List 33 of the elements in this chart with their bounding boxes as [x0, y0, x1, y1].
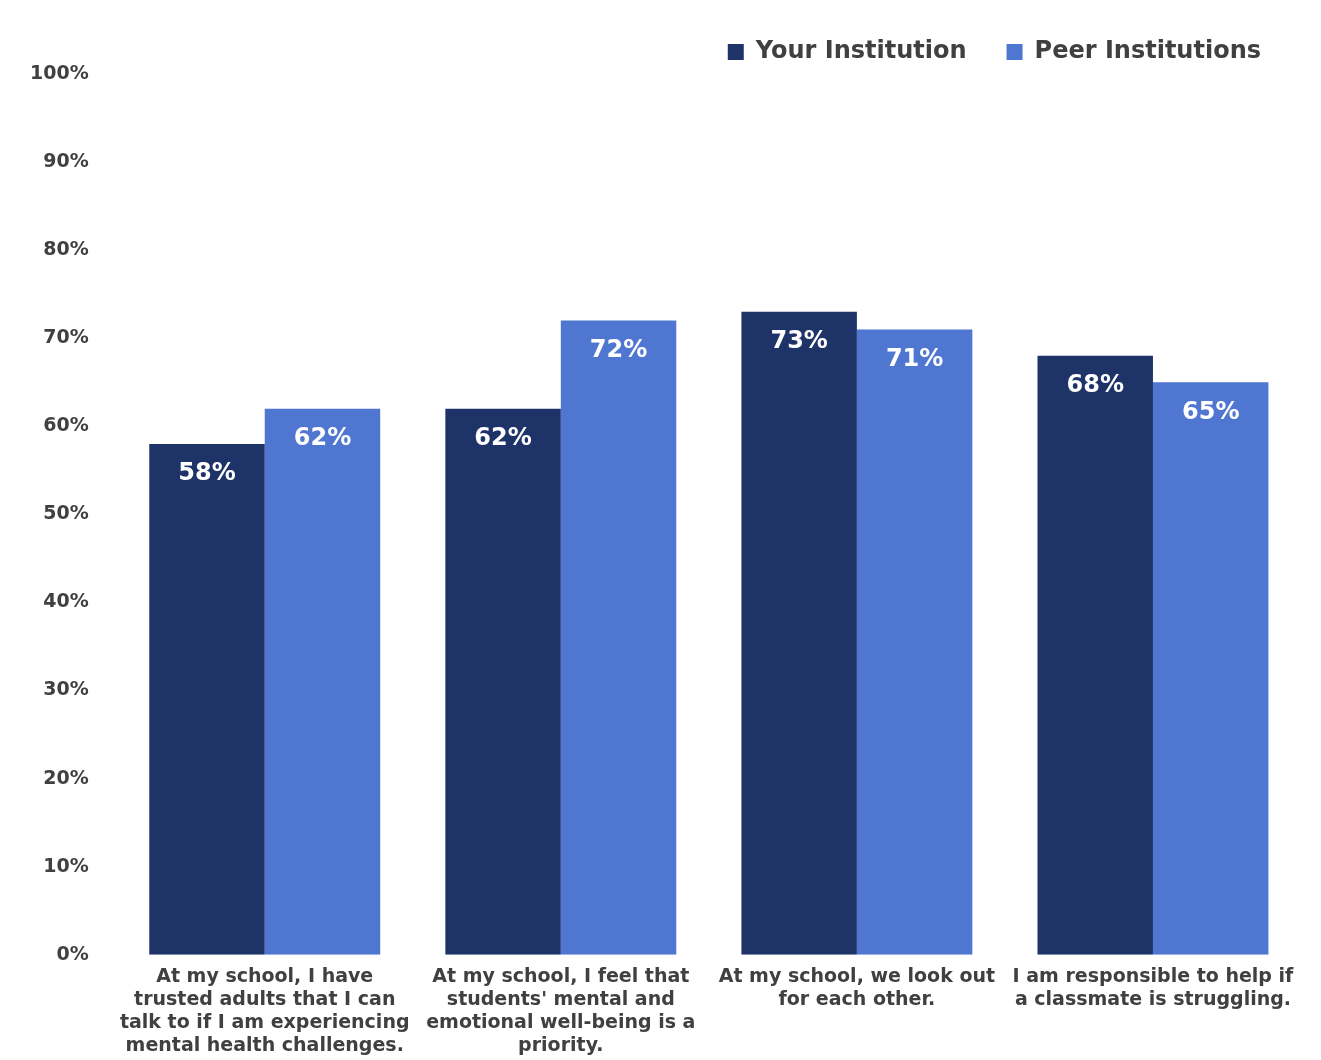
y-tick-label: 100% [29, 60, 89, 83]
y-tick-label: 20% [43, 765, 89, 788]
y-tick-label: 60% [43, 413, 89, 436]
bar [856, 329, 973, 955]
bar [1152, 382, 1269, 955]
bar [560, 320, 677, 955]
x-tick-label: I am responsible to help if a classmate is struggling. [1012, 964, 1295, 1009]
y-tick-label: 50% [43, 501, 89, 524]
data-label: 71% [885, 343, 944, 372]
data-label: 65% [1181, 396, 1240, 425]
legend-label: Peer Institutions [1034, 36, 1261, 65]
y-tick-label: 30% [43, 677, 89, 700]
legend-label: Your Institution [754, 36, 967, 65]
bar [741, 311, 857, 955]
x-tick-label: At my school, I have trusted adults that I can talk to if I am experiencing mental health challenges. [119, 964, 410, 1055]
x-tick-label: At my school, we look out for each other. [718, 964, 996, 1009]
bar [149, 443, 265, 955]
bar [1037, 355, 1153, 955]
y-tick-label: 0% [56, 941, 89, 964]
x-tick-label: At my school, I feel that students' mental and emotional well-being is a priority. [426, 964, 696, 1055]
bar [445, 408, 561, 955]
data-label: 62% [474, 422, 532, 451]
data-label: 72% [589, 334, 648, 363]
y-tick-label: 90% [43, 149, 89, 172]
y-tick-label: 10% [43, 853, 89, 876]
data-label: 73% [770, 326, 828, 355]
y-tick-label: 80% [43, 237, 89, 260]
y-tick-label: 40% [43, 589, 89, 612]
y-tick-label: 70% [43, 325, 89, 348]
data-label: 68% [1066, 370, 1124, 399]
data-label: 62% [293, 422, 352, 451]
data-label: 58% [178, 458, 236, 487]
bar [264, 408, 381, 955]
